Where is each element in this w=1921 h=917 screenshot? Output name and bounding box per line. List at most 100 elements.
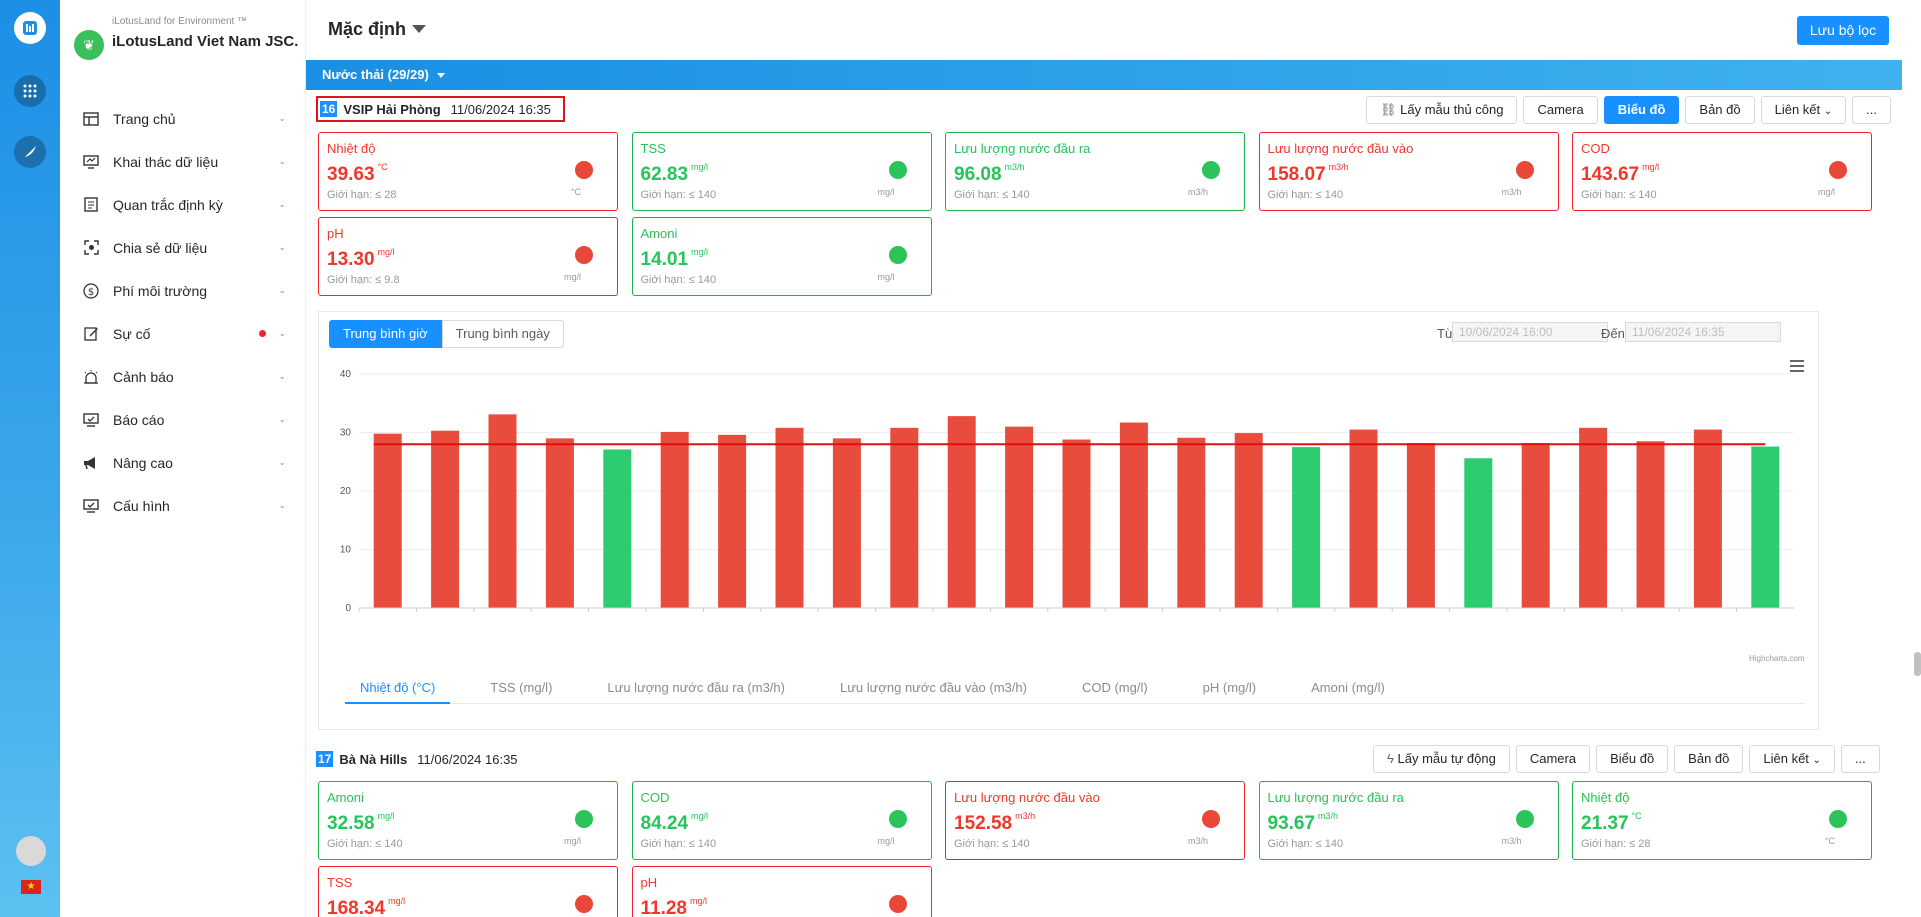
bar[interactable] <box>1464 458 1493 608</box>
station-number: 17 <box>316 751 334 767</box>
sidebar-item-su-co[interactable]: Sự cố ⌄ <box>60 312 306 355</box>
sidebar-item-khai-thac[interactable]: Khai thác dữ liệu ⌄ <box>60 140 306 183</box>
chart-menu-icon[interactable] <box>1790 360 1804 372</box>
measurement-card[interactable]: COD 143.67 mg/l Giới hạn: ≤ 140 mg/l <box>1572 132 1872 211</box>
sidebar-item-quan-trac[interactable]: Quan trắc định kỳ ⌄ <box>60 183 306 226</box>
sidebar-item-nang-cao[interactable]: Nâng cao ⌄ <box>60 441 306 484</box>
measurement-card[interactable]: COD 84.24 mg/l Giới hạn: ≤ 140 mg/l <box>631 781 932 860</box>
bar[interactable] <box>1406 443 1435 608</box>
bar[interactable] <box>1234 433 1263 608</box>
more-button[interactable]: ... <box>1852 96 1892 124</box>
bar[interactable] <box>431 430 460 608</box>
layout-icon <box>82 110 100 128</box>
bar[interactable] <box>1005 426 1034 608</box>
tab-parameter[interactable]: COD (mg/l) <box>1081 680 1148 695</box>
bar[interactable] <box>947 416 976 608</box>
sidebar-item-canh-bao[interactable]: Cảnh báo ⌄ <box>60 355 306 398</box>
measure-value: 158.07 m3/h <box>1268 162 1349 186</box>
measurement-card[interactable]: Amoni 32.58 mg/l Giới hạn: ≤ 140 mg/l <box>318 781 618 860</box>
bar[interactable] <box>775 427 804 608</box>
from-date-input[interactable]: 10/06/2024 16:00 <box>1452 322 1608 342</box>
camera-button[interactable]: Camera <box>1523 96 1598 124</box>
chart-panel: Trung bình giờ Trung bình ngày Từ 10/06/… <box>318 311 1819 730</box>
bar[interactable] <box>1292 447 1321 608</box>
bar[interactable] <box>1751 446 1780 608</box>
bar[interactable] <box>373 433 402 608</box>
bar[interactable] <box>1119 422 1148 608</box>
measurement-card[interactable]: Lưu lượng nước đầu vào 152.58 m3/h Giới hạn… <box>945 781 1245 860</box>
sidebar-item-chia-se[interactable]: Chia sẻ dữ liệu ⌄ <box>60 226 306 269</box>
hourly-average-button[interactable]: Trung bình giờ <box>329 320 442 348</box>
rocket-icon[interactable] <box>14 136 46 168</box>
app-logo-icon[interactable] <box>14 12 46 44</box>
bar[interactable] <box>603 449 632 608</box>
sidebar-item-phi-moi-truong[interactable]: $ Phí môi trường ⌄ <box>60 269 306 312</box>
more-button[interactable]: ... <box>1840 745 1880 773</box>
save-filter-button[interactable]: Lưu bộ lọc <box>1797 16 1889 45</box>
link-dropdown-button[interactable]: Liên kết ⌄ <box>1760 96 1847 124</box>
measurement-card[interactable]: Amoni 14.01 mg/l Giới hạn: ≤ 140 mg/l <box>631 217 932 296</box>
measure-value: 168.34 mg/l <box>327 896 405 917</box>
user-avatar[interactable] <box>16 836 46 866</box>
measurement-card[interactable]: Lưu lượng nước đầu ra 96.08 m3/h Giới hạn: … <box>945 132 1245 211</box>
bar[interactable] <box>1693 429 1722 608</box>
sidebar-item-cau-hinh[interactable]: Cấu hình ⌄ <box>60 484 306 527</box>
tab-parameter[interactable]: TSS (mg/l) <box>490 680 553 695</box>
measurement-card[interactable]: TSS 62.83 mg/l Giới hạn: ≤ 140 mg/l <box>631 132 932 211</box>
measurement-card[interactable]: pH 13.30 mg/l Giới hạn: ≤ 9.8 mg/l <box>318 217 618 296</box>
measurement-card[interactable]: Nhiệt độ 39.63 °C Giới hạn: ≤ 28 °C <box>318 132 618 211</box>
sample-label: Lấy mẫu tự động <box>1397 751 1496 766</box>
scrollbar-thumb[interactable] <box>1914 652 1921 676</box>
filter-title[interactable]: Mặc định <box>328 19 407 39</box>
bar[interactable] <box>545 438 574 608</box>
value-unit: mg/l <box>691 811 709 821</box>
chart-button[interactable]: Biểu đồ <box>1596 745 1669 773</box>
sidebar-item-bao-cao[interactable]: Báo cáo ⌄ <box>60 398 306 441</box>
chevron-down-icon: ⌄ <box>278 156 286 166</box>
bar[interactable] <box>1636 441 1665 608</box>
chart-button[interactable]: Biểu đồ <box>1603 96 1680 124</box>
measurement-card[interactable]: Lưu lượng nước đầu vào 158.07 m3/h Giới hạn… <box>1258 132 1559 211</box>
sample-button[interactable]: ϟ Lấy mẫu tự động <box>1373 745 1510 773</box>
bar[interactable] <box>832 438 861 608</box>
tab-parameter[interactable]: Amoni (mg/l) <box>1311 680 1385 695</box>
vietnam-flag-icon[interactable]: ★ <box>21 880 41 894</box>
caret-down-icon[interactable] <box>412 25 426 33</box>
measure-unit: m3/h <box>1501 836 1522 846</box>
map-button[interactable]: Bản đồ <box>1674 745 1744 773</box>
camera-button[interactable]: Camera <box>1515 745 1591 773</box>
tab-parameter[interactable]: Lưu lượng nước đầu ra (m3/h) <box>607 680 785 695</box>
tab-parameter[interactable]: Lưu lượng nước đầu vào (m3/h) <box>839 680 1027 695</box>
apps-grid-icon[interactable] <box>14 75 46 107</box>
map-button[interactable]: Bản đồ <box>1685 96 1755 124</box>
bar[interactable] <box>1349 429 1378 608</box>
tab-parameter[interactable]: pH (mg/l) <box>1202 680 1257 695</box>
measure-limit: Giới hạn: ≤ 140 <box>1267 189 1344 201</box>
sample-button[interactable]: ⛓ Lấy mẫu thủ công <box>1366 96 1518 124</box>
bar[interactable] <box>890 427 919 608</box>
station-header[interactable]: 17 Bà Nà Hills 11/06/2024 16:35 <box>316 746 518 772</box>
bar[interactable] <box>1177 437 1206 608</box>
station-group-header[interactable]: Nước thải (29/29) <box>306 60 1902 90</box>
bar[interactable] <box>660 431 689 608</box>
value-text: 13.30 <box>327 249 375 270</box>
list-icon <box>82 196 100 214</box>
bar[interactable] <box>1062 439 1091 608</box>
status-dot <box>888 810 907 828</box>
measure-name: pH <box>327 226 344 241</box>
link-dropdown-button[interactable]: Liên kết ⌄ <box>1749 745 1835 773</box>
bar[interactable] <box>1521 443 1550 608</box>
measurement-card[interactable]: Lưu lượng nước đầu ra 93.67 m3/h Giới hạn: … <box>1258 781 1559 860</box>
measurement-card[interactable]: Nhiệt độ 21.37 °C Giới hạn: ≤ 28 °C <box>1572 781 1872 860</box>
bar[interactable] <box>1579 427 1608 608</box>
sidebar-item-trang-chu[interactable]: Trang chủ ⌄ <box>60 97 306 140</box>
bar[interactable] <box>718 434 747 608</box>
to-date-input[interactable]: 11/06/2024 16:35 <box>1625 322 1781 342</box>
daily-average-button[interactable]: Trung bình ngày <box>441 320 564 348</box>
station-header[interactable]: 16 VSIP Hải Phòng 11/06/2024 16:35 <box>316 96 565 122</box>
tab-parameter[interactable]: Nhiệt độ (°C) <box>345 670 451 704</box>
bar[interactable] <box>488 414 517 608</box>
chevron-down-icon: ⌄ <box>278 457 286 467</box>
